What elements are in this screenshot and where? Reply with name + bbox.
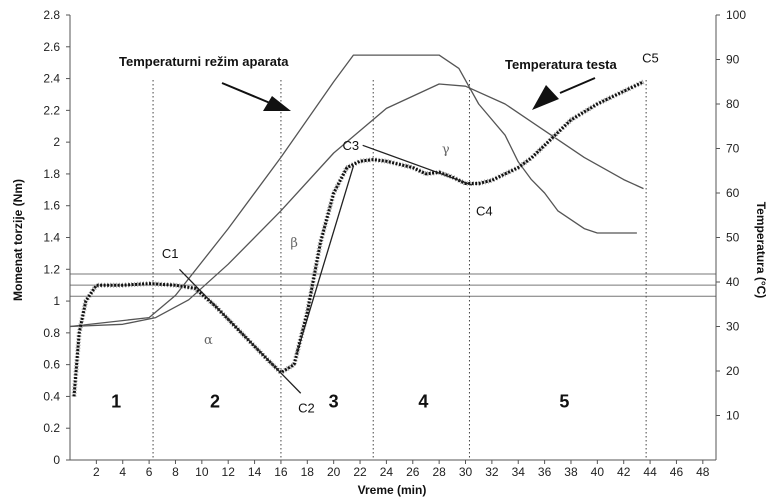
y-tick-label: 1	[53, 294, 60, 308]
y-tick-label: 0.4	[43, 389, 60, 403]
point-label-c1: C1	[162, 246, 179, 261]
right-axis-title: Temperatura (°C)	[754, 202, 768, 299]
torque-scatter	[71, 79, 645, 397]
apparatus-arrow	[221, 82, 291, 111]
x-tick-label: 14	[248, 465, 262, 479]
y-tick-label: 1.4	[43, 231, 60, 245]
y2-tick-label: 70	[726, 142, 740, 156]
x-tick-label: 10	[195, 465, 209, 479]
tick-labels: 2 4 6 8 10 12 14 16 18 20 22 24 26 28 30 32 34 36 38 40 42 44…	[43, 8, 746, 479]
x-tick-label: 38	[564, 465, 578, 479]
phase-label-2: 2	[210, 392, 220, 412]
x-tick-label: 8	[172, 465, 179, 479]
point-label-c5: C5	[642, 51, 659, 66]
x-tick-label: 26	[406, 465, 420, 479]
series-lines	[69, 54, 645, 397]
y2-tick-label: 80	[726, 97, 740, 111]
left-axis-title: Momenat torzije (Nm)	[11, 179, 25, 301]
apparatus-temperature-label: Temperaturni režim aparata	[119, 54, 289, 69]
point-label-c4: C4	[476, 203, 493, 218]
x-tick-label: 12	[222, 465, 236, 479]
apparatus-temperature-line	[69, 54, 637, 328]
phase-label-1: 1	[111, 392, 121, 412]
y2-tick-label: 20	[726, 364, 740, 378]
y-tick-label: 1.6	[43, 199, 60, 213]
greek-label-1: β	[290, 236, 298, 251]
dough-arrow	[532, 77, 596, 110]
x-tick-label: 16	[274, 465, 288, 479]
y-tick-label: 1.2	[43, 262, 60, 276]
x-tick-label: 44	[643, 465, 657, 479]
dough-temperature-line	[69, 83, 644, 328]
phase-label-4: 4	[418, 392, 428, 412]
x-tick-label: 18	[301, 465, 315, 479]
torque-line	[72, 80, 645, 397]
point-label-c2: C2	[298, 400, 315, 415]
phase-label-5: 5	[559, 392, 569, 412]
y-tick-label: 2.6	[43, 40, 60, 54]
y2-tick-label: 60	[726, 186, 740, 200]
x-tick-label: 22	[353, 465, 367, 479]
x-tick-label: 36	[538, 465, 552, 479]
y2-tick-label: 90	[726, 53, 740, 67]
tangent-gamma	[362, 144, 473, 186]
point-label-c3: C3	[342, 138, 359, 153]
y2-tick-label: 40	[726, 275, 740, 289]
x-tick-label: 40	[591, 465, 605, 479]
x-tick-label: 34	[512, 465, 526, 479]
y2-tick-label: 100	[726, 8, 746, 22]
tangent-alpha	[178, 268, 302, 394]
y-tick-label: 0.6	[43, 358, 60, 372]
x-tick-label: 32	[485, 465, 499, 479]
y-tick-label: 2	[53, 135, 60, 149]
x-tick-label: 46	[670, 465, 684, 479]
x-tick-label: 48	[696, 465, 710, 479]
greek-label-0: α	[204, 333, 213, 348]
x-tick-label: 24	[380, 465, 394, 479]
y-tick-label: 2.8	[43, 8, 60, 22]
y-tick-label: 0.2	[43, 421, 60, 435]
x-tick-label: 4	[119, 465, 126, 479]
phase-label-3: 3	[329, 392, 339, 412]
tangent-beta	[296, 165, 355, 354]
y-tick-label: 1.8	[43, 167, 60, 181]
x-tick-label: 30	[459, 465, 473, 479]
x-tick-label: 42	[617, 465, 631, 479]
x-axis-title: Vreme (min)	[358, 483, 427, 497]
annotation-marks: C1 C2 C3 C4 C5 α β γ 1 2 3 4 5	[111, 51, 659, 416]
x-tick-label: 6	[146, 465, 153, 479]
x-tick-label: 28	[432, 465, 446, 479]
axes	[69, 15, 717, 461]
y2-tick-label: 50	[726, 231, 740, 245]
y-tick-label: 2.4	[43, 72, 60, 86]
phase-boundaries	[152, 80, 647, 460]
y-tick-label: 0.8	[43, 326, 60, 340]
y2-tick-label: 30	[726, 320, 740, 334]
y2-tick-label: 10	[726, 409, 740, 423]
x-tick-label: 2	[93, 465, 100, 479]
y-tick-label: 0	[53, 453, 60, 467]
y-tick-label: 2.2	[43, 103, 60, 117]
chart-labels: Vreme (min) Momenat torzije (Nm) Tempera…	[11, 54, 768, 497]
x-tick-label: 20	[327, 465, 341, 479]
dough-temperature-label: Temperatura testa	[505, 57, 618, 72]
greek-label-2: γ	[442, 142, 450, 157]
